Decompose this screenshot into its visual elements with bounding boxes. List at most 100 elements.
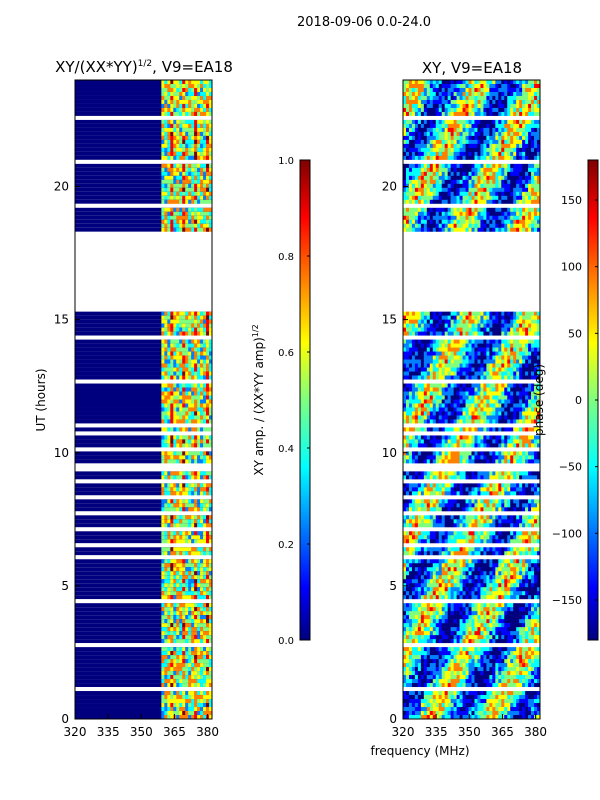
phase-cell [444, 311, 448, 316]
phase-cell [426, 343, 431, 348]
amp-cell [176, 87, 180, 93]
colorbar-tick-label: 0.8 [278, 252, 294, 263]
amp-cell [182, 211, 186, 217]
amp-cell [206, 647, 210, 652]
amp-cell [179, 611, 183, 616]
amp-cell [173, 103, 177, 109]
phase-cell [474, 95, 478, 101]
phase-cell [480, 127, 484, 133]
phase-cell [528, 375, 532, 380]
amp-cell [176, 647, 180, 652]
amp-cell [197, 547, 201, 552]
amp-cell [209, 355, 213, 360]
phase-cell [495, 331, 499, 336]
amp-cell [209, 683, 213, 688]
phase-cell [522, 363, 526, 368]
amp-cell [182, 387, 186, 392]
phase-cell [486, 80, 490, 85]
phase-cell [438, 383, 443, 388]
amp-cell [173, 655, 177, 660]
phase-cell [438, 175, 443, 181]
amp-cell [209, 707, 213, 712]
phase-cell [408, 363, 413, 368]
amp-cell [188, 95, 192, 101]
phase-cell [507, 363, 511, 368]
phase-cell [486, 371, 490, 376]
amp-cell [164, 603, 168, 608]
phase-cell [498, 223, 502, 229]
amp-cell [173, 443, 177, 448]
amp-cell [170, 95, 174, 101]
amp-cell [176, 571, 180, 576]
phase-cell [525, 83, 529, 89]
phase-cell [447, 99, 451, 105]
phase-cell [492, 191, 496, 197]
amp-cell [173, 691, 177, 696]
phase-cell [510, 391, 514, 396]
phase-cell [429, 135, 434, 141]
phase-cell [456, 227, 460, 233]
amp-cell [194, 703, 198, 708]
phase-cell [483, 411, 487, 416]
phase-cell [477, 195, 481, 201]
phase-cell [474, 367, 478, 372]
phase-cell [507, 347, 511, 352]
phase-cell [432, 387, 437, 392]
phase-cell [492, 215, 496, 221]
phase-cell [459, 407, 463, 412]
phase-cell [411, 95, 416, 101]
phase-cell [411, 223, 416, 229]
amp-cell [161, 339, 165, 344]
amp-cell [182, 355, 186, 360]
amp-row [75, 567, 212, 572]
amp-cell [179, 355, 183, 360]
amp-cell [176, 715, 180, 720]
phase-cell [462, 143, 466, 149]
flagged-row [75, 235, 212, 240]
amp-cell [170, 667, 174, 672]
amp-cell [164, 227, 168, 233]
phase-cell [534, 327, 538, 332]
amp-cell [161, 319, 165, 324]
phase-cell [432, 351, 437, 356]
amp-cell [182, 603, 186, 608]
phase-cell [441, 339, 445, 344]
phase-cell [462, 191, 466, 197]
phase-cell [403, 151, 407, 157]
phase-cell [495, 311, 499, 316]
amp-cell [191, 603, 195, 608]
phase-cell [474, 103, 478, 109]
amp-cell [182, 199, 186, 205]
amp-cell [182, 347, 186, 352]
phase-cell [480, 371, 484, 376]
phase-cell [525, 391, 529, 396]
amp-cell [182, 123, 186, 129]
phase-cell [474, 131, 478, 137]
amp-cell [170, 331, 174, 336]
amp-cell [197, 331, 201, 336]
phase-cell [444, 131, 448, 137]
amp-cell [167, 619, 171, 624]
phase-cell [477, 387, 481, 392]
amp-cell [176, 99, 180, 105]
phase-cell [507, 383, 511, 388]
amp-cell [203, 183, 207, 189]
phase-cell [432, 179, 437, 185]
phase-cell [429, 195, 434, 201]
amp-cell [206, 619, 210, 624]
phase-cell [456, 223, 460, 229]
amp-cell [176, 107, 180, 113]
amp-cell [167, 347, 171, 352]
phase-cell [411, 215, 416, 221]
phase-cell [420, 95, 425, 101]
phase-cell [483, 199, 487, 205]
amp-cell [185, 603, 189, 608]
phase-cell [441, 127, 445, 133]
amp-cell [176, 95, 180, 101]
phase-cell [456, 111, 460, 117]
phase-cell [462, 411, 466, 416]
amp-cell [191, 695, 195, 700]
amp-cell [173, 531, 177, 536]
phase-cell [432, 167, 437, 173]
amp-cell [161, 699, 165, 704]
